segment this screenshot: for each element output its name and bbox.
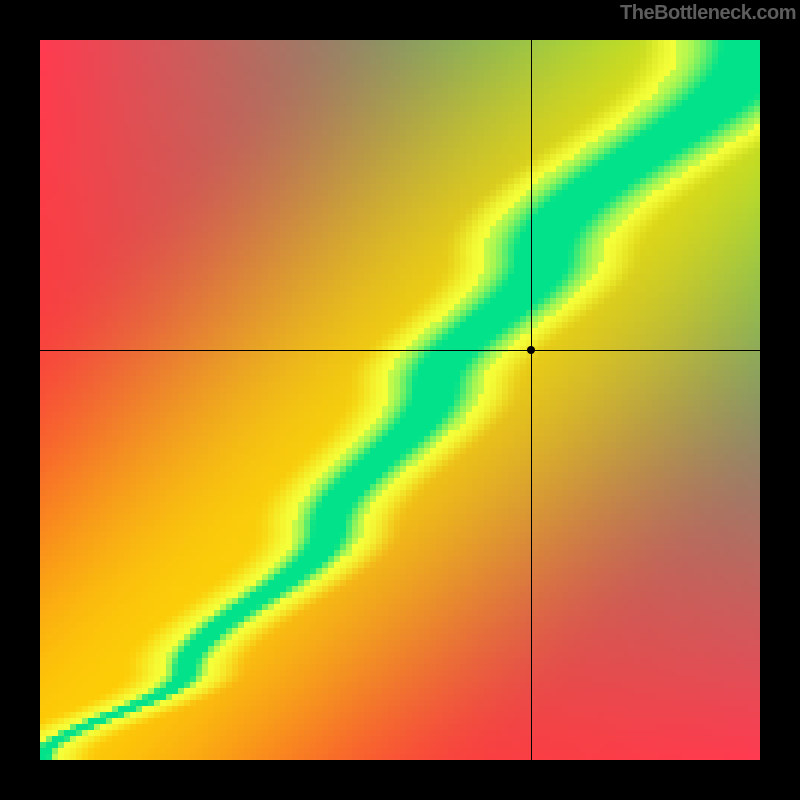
- figure-root: TheBottleneck.com: [0, 0, 800, 800]
- attribution-label: TheBottleneck.com: [620, 2, 796, 25]
- heatmap-canvas: [40, 40, 760, 760]
